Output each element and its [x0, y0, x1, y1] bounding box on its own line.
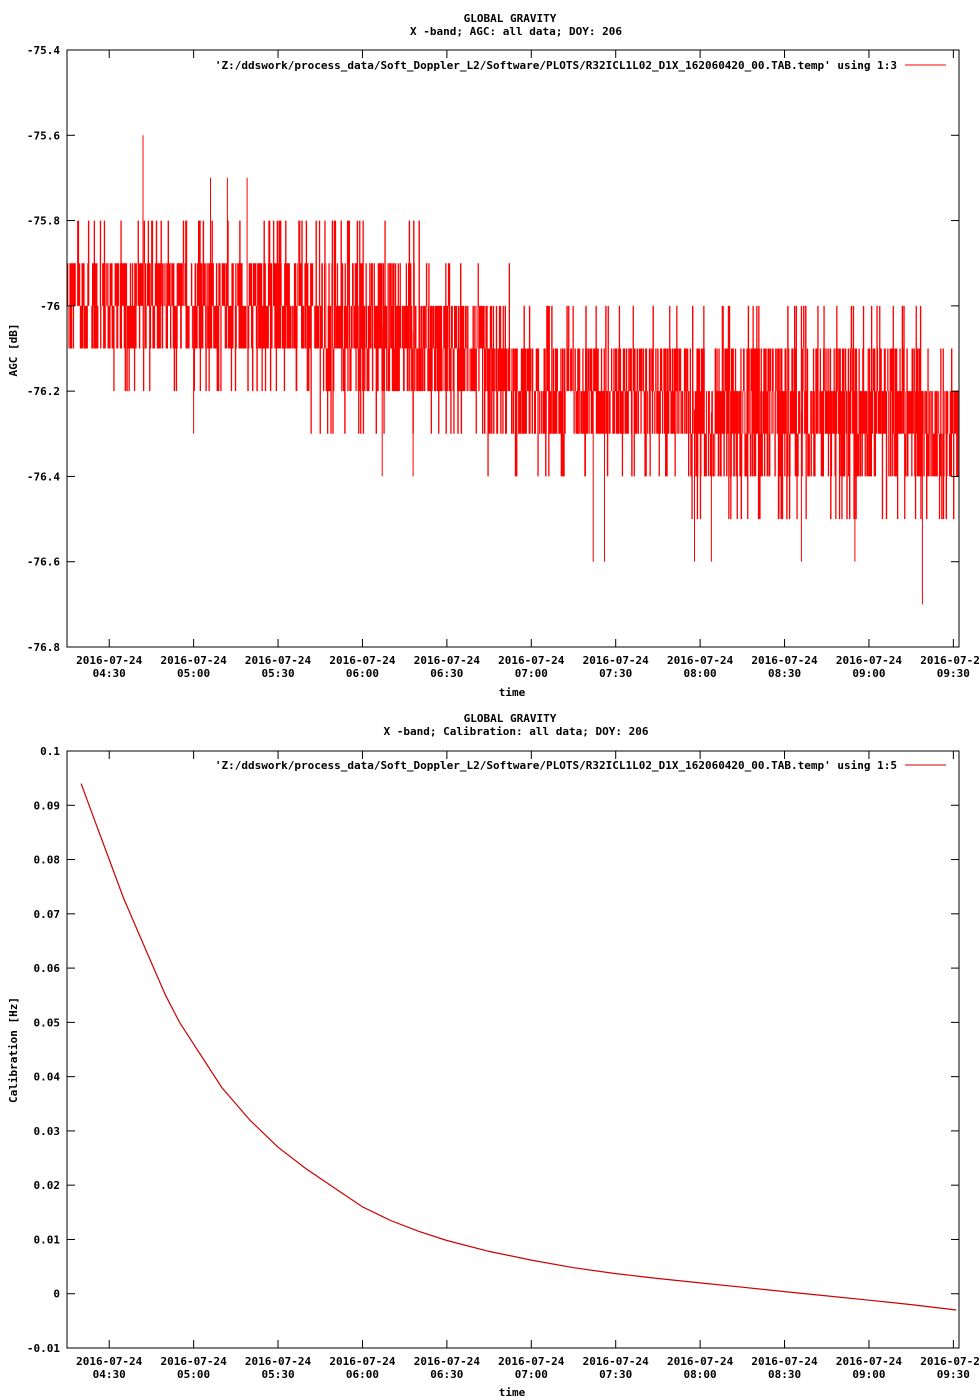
calibration-chart-subtitle: X -band; Calibration: all data; DOY: 206 [384, 725, 649, 738]
agc-series-line [67, 220, 959, 520]
x-tick-time-label: 04:30 [93, 667, 126, 680]
y-tick-label: -76.4 [27, 470, 60, 483]
x-tick-time-label: 09:30 [937, 1368, 970, 1381]
calibration-legend-label: 'Z:/ddswork/process_data/Soft_Doppler_L2… [215, 759, 897, 772]
x-tick-time-label: 05:30 [261, 667, 294, 680]
agc-chart-subtitle: X -band; AGC: all data; DOY: 206 [410, 25, 622, 38]
y-tick-label: -76 [40, 300, 60, 313]
y-tick-label: 0 [53, 1288, 60, 1301]
x-tick-time-label: 08:00 [684, 1368, 717, 1381]
calibration-chart-title: GLOBAL GRAVITY [464, 712, 557, 725]
agc-y-axis-label: AGC [dB] [7, 324, 20, 377]
x-tick-time-label: 08:30 [768, 667, 801, 680]
y-tick-label: -0.01 [27, 1342, 60, 1355]
x-tick-time-label: 05:00 [177, 667, 210, 680]
calibration-plot-area [80, 783, 957, 1311]
x-tick-time-label: 07:30 [599, 667, 632, 680]
x-tick-time-label: 05:30 [261, 1368, 294, 1381]
x-tick-time-label: 08:30 [768, 1368, 801, 1381]
x-tick-date-label: 2016-07-24 [414, 1355, 481, 1368]
agc-chart-title: GLOBAL GRAVITY [464, 12, 557, 25]
agc-legend-label: 'Z:/ddswork/process_data/Soft_Doppler_L2… [215, 59, 897, 72]
x-tick-time-label: 06:00 [346, 667, 379, 680]
x-tick-date-label: 2016-07-24 [498, 654, 565, 667]
calibration-plot-frame [66, 750, 960, 1349]
x-tick-time-label: 06:00 [346, 1368, 379, 1381]
x-tick-date-label: 2016-07-24 [245, 654, 312, 667]
x-tick-date-label: 2016-07-24 [667, 1355, 734, 1368]
x-tick-date-label: 2016-07-24 [414, 654, 481, 667]
x-tick-time-label: 05:00 [177, 1368, 210, 1381]
x-tick-date-label: 2016-07-24 [583, 1355, 650, 1368]
agc-x-axis-label: time [499, 686, 526, 699]
y-tick-label: 0.08 [34, 854, 61, 867]
agc-y-axis: -75.4 -75.6 -75.8 -76 -76.2 -76.4 -76.6 -76.8 [27, 44, 959, 654]
y-tick-label: -76.8 [27, 641, 60, 654]
agc-chart: GLOBAL GRAVITY X -band; AGC: all data; D… [7, 12, 980, 699]
x-tick-date-label: 2016-07-24 [920, 1355, 980, 1368]
calibration-series-line [80, 783, 957, 1311]
x-tick-date-label: 2016-07-24 [751, 654, 818, 667]
x-tick-time-label: 09:30 [937, 667, 970, 680]
y-tick-label: -75.6 [27, 129, 60, 142]
y-tick-label: -76.6 [27, 556, 60, 569]
x-tick-time-label: 06:30 [430, 667, 463, 680]
calibration-chart: GLOBAL GRAVITY X -band; Calibration: all… [7, 712, 980, 1399]
calibration-y-axis: 0.1 0.09 0.08 0.07 0.06 0.05 0.04 0.03 0.02 0.01 0… [27, 745, 959, 1355]
agc-plot-area [67, 135, 959, 605]
x-tick-date-label: 2016-07-24 [329, 654, 396, 667]
y-tick-label: 0.09 [34, 799, 61, 812]
x-tick-time-label: 08:00 [684, 667, 717, 680]
agc-x-axis: 2016-07-2404:302016-07-2405:002016-07-24… [76, 50, 980, 680]
y-tick-label: -75.4 [27, 44, 60, 57]
x-tick-date-label: 2016-07-24 [76, 1355, 143, 1368]
y-tick-label: 0.02 [34, 1179, 61, 1192]
x-tick-time-label: 09:00 [852, 1368, 885, 1381]
y-tick-label: 0.03 [34, 1125, 61, 1138]
x-tick-date-label: 2016-07-24 [667, 654, 734, 667]
x-tick-date-label: 2016-07-24 [161, 654, 228, 667]
x-tick-date-label: 2016-07-24 [836, 654, 903, 667]
calibration-x-axis: 2016-07-2404:302016-07-2405:002016-07-24… [76, 751, 980, 1381]
y-tick-label: 0.04 [34, 1071, 61, 1084]
y-tick-label: 0.1 [40, 745, 60, 758]
x-tick-date-label: 2016-07-24 [245, 1355, 312, 1368]
x-tick-date-label: 2016-07-24 [836, 1355, 903, 1368]
x-tick-time-label: 07:00 [515, 667, 548, 680]
y-tick-label: 0.07 [34, 908, 61, 921]
x-tick-date-label: 2016-07-24 [161, 1355, 228, 1368]
agc-plot-frame [66, 49, 960, 648]
x-tick-time-label: 04:30 [93, 1368, 126, 1381]
x-tick-date-label: 2016-07-24 [920, 654, 980, 667]
x-tick-time-label: 07:30 [599, 1368, 632, 1381]
y-tick-label: 0.01 [34, 1233, 61, 1246]
x-tick-time-label: 06:30 [430, 1368, 463, 1381]
x-tick-date-label: 2016-07-24 [583, 654, 650, 667]
x-tick-date-label: 2016-07-24 [498, 1355, 565, 1368]
x-tick-date-label: 2016-07-24 [329, 1355, 396, 1368]
x-tick-time-label: 07:00 [515, 1368, 548, 1381]
y-tick-label: -75.8 [27, 215, 60, 228]
x-tick-time-label: 09:00 [852, 667, 885, 680]
x-tick-date-label: 2016-07-24 [76, 654, 143, 667]
calibration-x-axis-label: time [499, 1386, 526, 1399]
y-tick-label: -76.2 [27, 385, 60, 398]
y-tick-label: 0.06 [34, 962, 61, 975]
x-tick-date-label: 2016-07-24 [751, 1355, 818, 1368]
calibration-y-axis-label: Calibration [Hz] [7, 997, 20, 1103]
y-tick-label: 0.05 [34, 1016, 61, 1029]
